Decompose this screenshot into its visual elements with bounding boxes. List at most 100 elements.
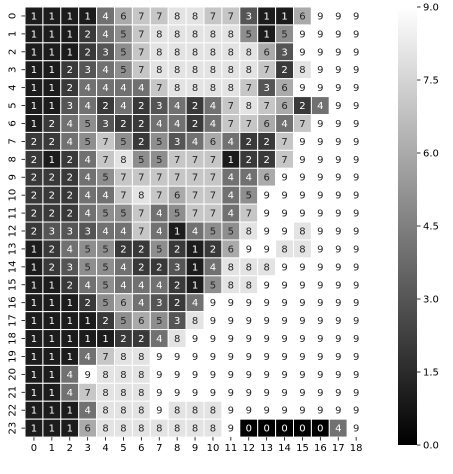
cell-value-label: 8 (156, 47, 162, 58)
x-tick-label: 4 (102, 443, 108, 454)
cell-value-label: 4 (84, 173, 90, 184)
cell-value-label: 2 (263, 155, 269, 166)
cell-value-label: 2 (281, 65, 287, 76)
cell-value-label: 4 (156, 280, 162, 291)
cell-value-label: 8 (174, 65, 180, 76)
cell-value-label: 9 (335, 262, 341, 273)
cell-value-label: 4 (67, 244, 73, 255)
cell-value-label: 4 (120, 101, 126, 112)
cell-value-label: 8 (228, 262, 234, 273)
cell-value-label: 4 (120, 280, 126, 291)
cell-value-label: 1 (49, 47, 55, 58)
cell-value-label: 9 (335, 388, 341, 399)
cell-value-label: 8 (156, 65, 162, 76)
cell-value-label: 9 (317, 262, 323, 273)
y-tick-label: 18 (8, 332, 19, 345)
cell-value-label: 2 (67, 83, 73, 94)
cell-value-label: 1 (49, 11, 55, 22)
cell-value-label: 4 (228, 137, 234, 148)
cell-value-label: 5 (102, 173, 108, 184)
cell-value-label: 3 (246, 11, 252, 22)
cell-value-label: 9 (353, 316, 359, 327)
cell-value-label: 9 (210, 352, 216, 363)
cell-value-label: 9 (353, 298, 359, 309)
cell-value-label: 9 (299, 298, 305, 309)
cell-value-label: 9 (353, 65, 359, 76)
cell-value-label: 2 (67, 155, 73, 166)
cell-value-label: 9 (263, 191, 269, 202)
cell-value-label: 4 (210, 119, 216, 130)
cell-value-label: 1 (49, 334, 55, 345)
cell-value-label: 9 (228, 352, 234, 363)
cell-value-label: 2 (49, 119, 55, 130)
cell-value-label: 8 (138, 191, 144, 202)
cell-value-label: 9 (353, 227, 359, 238)
cell-value-label: 8 (210, 424, 216, 435)
cell-value-label: 4 (156, 227, 162, 238)
cell-value-label: 9 (335, 173, 341, 184)
cell-value-label: 3 (84, 227, 90, 238)
cell-value-label: 4 (84, 352, 90, 363)
y-tick-label: 15 (8, 278, 19, 291)
cell-value-label: 8 (192, 424, 198, 435)
cell-value-label: 8 (138, 352, 144, 363)
cell-value-label: 9 (84, 370, 90, 381)
cell-value-label: 9 (335, 101, 341, 112)
cell-value-label: 1 (84, 11, 90, 22)
cell-value-label: 7 (228, 101, 234, 112)
cell-value-label: 9 (317, 280, 323, 291)
cell-value-label: 4 (281, 119, 287, 130)
cell-value-label: 4 (84, 83, 90, 94)
cell-value-label: 8 (210, 47, 216, 58)
cell-value-label: 9 (263, 388, 269, 399)
cell-value-label: 2 (67, 280, 73, 291)
cell-value-label: 0 (281, 424, 287, 435)
cell-value-label: 9 (174, 370, 180, 381)
cell-value-label: 0 (246, 424, 252, 435)
colorbar-tick-label: 0.0 (423, 441, 439, 452)
cell-value-label: 3 (67, 101, 73, 112)
cell-value-label: 2 (31, 227, 37, 238)
cell-value-label: 8 (192, 29, 198, 40)
cell-value-label: 4 (317, 101, 323, 112)
cell-value-label: 9 (281, 280, 287, 291)
cell-value-label: 1 (67, 316, 73, 327)
cell-value-label: 6 (263, 119, 269, 130)
cell-value-label: 5 (156, 137, 162, 148)
cell-value-label: 9 (246, 352, 252, 363)
cell-value-label: 9 (335, 11, 341, 22)
cell-value-label: 2 (210, 244, 216, 255)
cell-value-label: 6 (281, 83, 287, 94)
cell-value-label: 8 (138, 424, 144, 435)
cell-value-label: 4 (102, 29, 108, 40)
cell-value-label: 4 (102, 191, 108, 202)
cell-value-label: 9 (317, 47, 323, 58)
cell-value-label: 4 (84, 191, 90, 202)
x-tick-label: 11 (224, 443, 237, 454)
cell-value-label: 4 (84, 406, 90, 417)
cell-value-label: 9 (353, 191, 359, 202)
cell-value-label: 4 (138, 280, 144, 291)
cell-value-label: 5 (228, 227, 234, 238)
x-tick-label: 3 (84, 443, 90, 454)
cell-value-label: 4 (335, 424, 341, 435)
cell-value-label: 2 (174, 244, 180, 255)
cell-value-label: 9 (228, 406, 234, 417)
cell-value-label: 4 (156, 334, 162, 345)
cell-value-label: 1 (31, 316, 37, 327)
cell-value-label: 5 (84, 262, 90, 273)
cell-value-label: 1 (102, 334, 108, 345)
cell-value-label: 7 (246, 119, 252, 130)
cell-value-label: 2 (120, 244, 126, 255)
cell-value-label: 9 (317, 29, 323, 40)
cell-value-label: 8 (102, 388, 108, 399)
cell-value-label: 7 (192, 191, 198, 202)
cell-value-label: 1 (31, 244, 37, 255)
cell-value-label: 9 (353, 262, 359, 273)
cell-value-label: 7 (281, 155, 287, 166)
cell-value-label: 7 (156, 83, 162, 94)
cell-value-label: 1 (192, 280, 198, 291)
cell-value-label: 1 (281, 11, 287, 22)
